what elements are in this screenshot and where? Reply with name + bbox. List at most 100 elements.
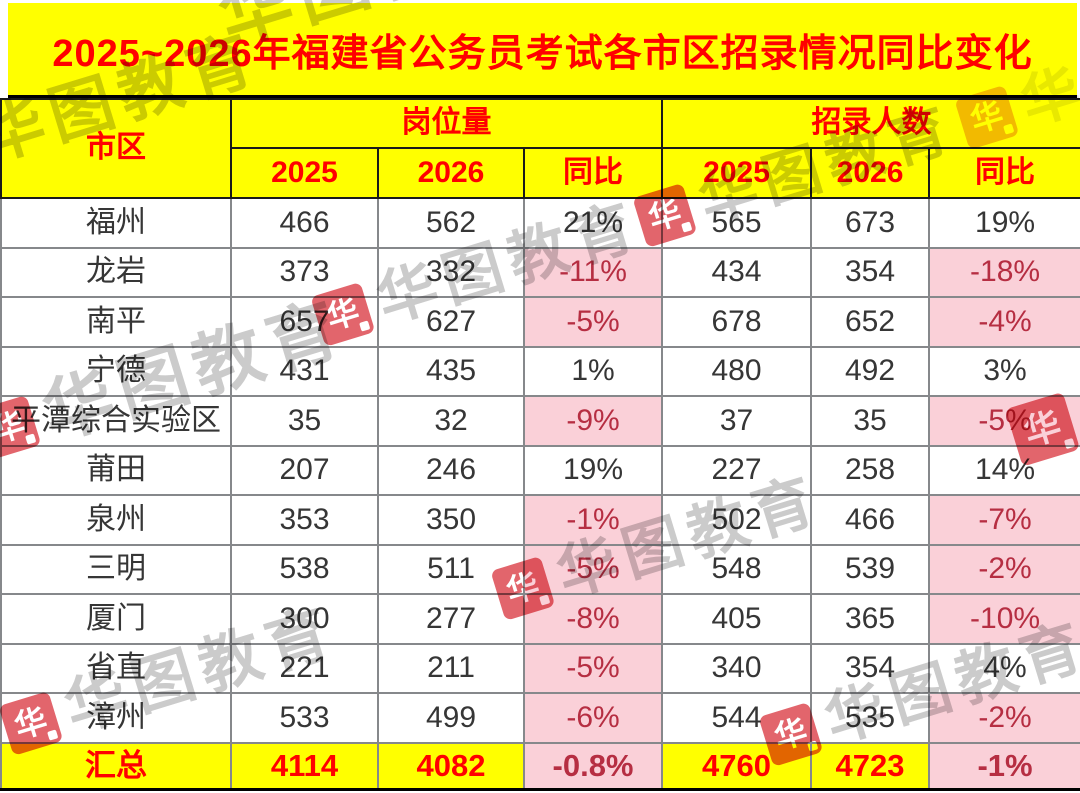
- positions-2026-cell: 499: [377, 692, 525, 744]
- recruits-2025-cell: 678: [661, 296, 813, 348]
- recruits-yoy-cell: -5%: [928, 395, 1080, 447]
- positions-2026-cell: 435: [377, 345, 525, 397]
- col-header-recruits-2025: 2025: [661, 147, 813, 199]
- recruits-2026-cell: 535: [810, 692, 931, 744]
- recruits-2025-cell: 340: [661, 642, 813, 694]
- positions-yoy-cell: -5%: [522, 543, 664, 595]
- positions-yoy-cell: 1%: [522, 345, 664, 397]
- total-recruits-2025-cell: 4760: [661, 741, 813, 791]
- recruits-2026-cell: 652: [810, 296, 931, 348]
- positions-yoy-cell: -5%: [522, 642, 664, 694]
- positions-2026-cell: 511: [377, 543, 525, 595]
- region-cell: 宁德: [0, 345, 232, 397]
- recruits-2025-cell: 480: [661, 345, 813, 397]
- positions-2025-cell: 353: [230, 494, 379, 546]
- header-row-years: 2025 2026 同比 2025 2026 同比: [1, 147, 1080, 199]
- recruitment-table: 市区 岗位量 招录人数 2025 2026 同比 2025 2026 同比 福州…: [0, 98, 1080, 791]
- positions-2026-cell: 350: [377, 494, 525, 546]
- positions-yoy-cell: -1%: [522, 494, 664, 546]
- region-cell: 莆田: [0, 444, 232, 496]
- recruits-yoy-cell: -10%: [928, 593, 1080, 645]
- positions-2026-cell: 277: [377, 593, 525, 645]
- positions-2025-cell: 207: [230, 444, 379, 496]
- recruits-2026-cell: 466: [810, 494, 931, 546]
- recruits-yoy-cell: 4%: [928, 642, 1080, 694]
- recruits-yoy-cell: -2%: [928, 692, 1080, 744]
- table-row: 宁德 431 435 1% 480 492 3%: [0, 345, 1080, 397]
- total-positions-2025-cell: 4114: [230, 741, 379, 791]
- positions-2025-cell: 35: [230, 395, 379, 447]
- region-cell: 泉州: [0, 494, 232, 546]
- recruits-2025-cell: 544: [661, 692, 813, 744]
- header-row-groups: 市区 岗位量 招录人数: [0, 98, 1080, 199]
- positions-2026-cell: 246: [377, 444, 525, 496]
- positions-yoy-cell: 21%: [522, 197, 664, 249]
- total-positions-yoy-cell: -0.8%: [522, 741, 664, 791]
- recruits-2026-cell: 35: [810, 395, 931, 447]
- region-cell: 平潭综合实验区: [0, 395, 232, 447]
- recruits-yoy-cell: 14%: [928, 444, 1080, 496]
- positions-2026-cell: 32: [377, 395, 525, 447]
- total-recruits-yoy-cell: -1%: [928, 741, 1080, 791]
- col-group-recruits: 招录人数: [661, 98, 1080, 149]
- col-header-positions-2025: 2025: [230, 147, 379, 199]
- recruits-yoy-cell: -2%: [928, 543, 1080, 595]
- table-row: 省直 221 211 -5% 340 354 4%: [0, 642, 1080, 694]
- total-positions-2026-cell: 4082: [377, 741, 525, 791]
- col-header-positions-2026: 2026: [377, 147, 525, 199]
- region-cell: 福州: [0, 197, 232, 249]
- positions-yoy-cell: -8%: [522, 593, 664, 645]
- col-header-recruits-2026: 2026: [810, 147, 931, 199]
- recruits-2025-cell: 405: [661, 593, 813, 645]
- total-recruits-2026-cell: 4723: [810, 741, 931, 791]
- recruits-yoy-cell: 3%: [928, 345, 1080, 397]
- recruits-2025-cell: 502: [661, 494, 813, 546]
- recruits-2025-cell: 37: [661, 395, 813, 447]
- table-row: 龙岩 373 332 -11% 434 354 -18%: [0, 246, 1080, 298]
- recruits-2026-cell: 539: [810, 543, 931, 595]
- col-header-region: 市区: [0, 98, 232, 199]
- table-row: 南平 657 627 -5% 678 652 -4%: [0, 296, 1080, 348]
- recruits-2025-cell: 565: [661, 197, 813, 249]
- col-header-positions-yoy: 同比: [522, 147, 664, 199]
- positions-2026-cell: 211: [377, 642, 525, 694]
- region-cell: 省直: [0, 642, 232, 694]
- region-cell: 漳州: [0, 692, 232, 744]
- positions-2025-cell: 538: [230, 543, 379, 595]
- table-row: 泉州 353 350 -1% 502 466 -7%: [0, 494, 1080, 546]
- recruits-2026-cell: 365: [810, 593, 931, 645]
- positions-2026-cell: 562: [377, 197, 525, 249]
- positions-2026-cell: 627: [377, 296, 525, 348]
- recruits-yoy-cell: -7%: [928, 494, 1080, 546]
- table-row: 漳州 533 499 -6% 544 535 -2%: [0, 692, 1080, 744]
- region-cell: 厦门: [0, 593, 232, 645]
- positions-2025-cell: 466: [230, 197, 379, 249]
- recruits-2026-cell: 492: [810, 345, 931, 397]
- region-cell: 南平: [0, 296, 232, 348]
- positions-2025-cell: 431: [230, 345, 379, 397]
- table-row: 福州 466 562 21% 565 673 19%: [0, 197, 1080, 249]
- positions-yoy-cell: -9%: [522, 395, 664, 447]
- recruits-2026-cell: 258: [810, 444, 931, 496]
- col-header-recruits-yoy: 同比: [928, 147, 1080, 199]
- recruits-yoy-cell: -4%: [928, 296, 1080, 348]
- recruits-2025-cell: 434: [661, 246, 813, 298]
- table-row: 厦门 300 277 -8% 405 365 -10%: [0, 593, 1080, 645]
- recruits-2026-cell: 354: [810, 642, 931, 694]
- page-title: 2025~2026年福建省公务员考试各市区招录情况同比变化: [52, 32, 1033, 75]
- region-cell: 龙岩: [0, 246, 232, 298]
- recruits-2026-cell: 673: [810, 197, 931, 249]
- positions-2025-cell: 533: [230, 692, 379, 744]
- table-row: 三明 538 511 -5% 548 539 -2%: [0, 543, 1080, 595]
- recruits-2026-cell: 354: [810, 246, 931, 298]
- positions-2026-cell: 332: [377, 246, 525, 298]
- positions-2025-cell: 373: [230, 246, 379, 298]
- col-group-positions: 岗位量: [229, 98, 664, 149]
- total-label-cell: 汇总: [0, 741, 232, 791]
- positions-yoy-cell: 19%: [522, 444, 664, 496]
- positions-yoy-cell: -6%: [522, 692, 664, 744]
- positions-yoy-cell: -11%: [522, 246, 664, 298]
- recruits-2025-cell: 548: [661, 543, 813, 595]
- region-cell: 三明: [0, 543, 232, 595]
